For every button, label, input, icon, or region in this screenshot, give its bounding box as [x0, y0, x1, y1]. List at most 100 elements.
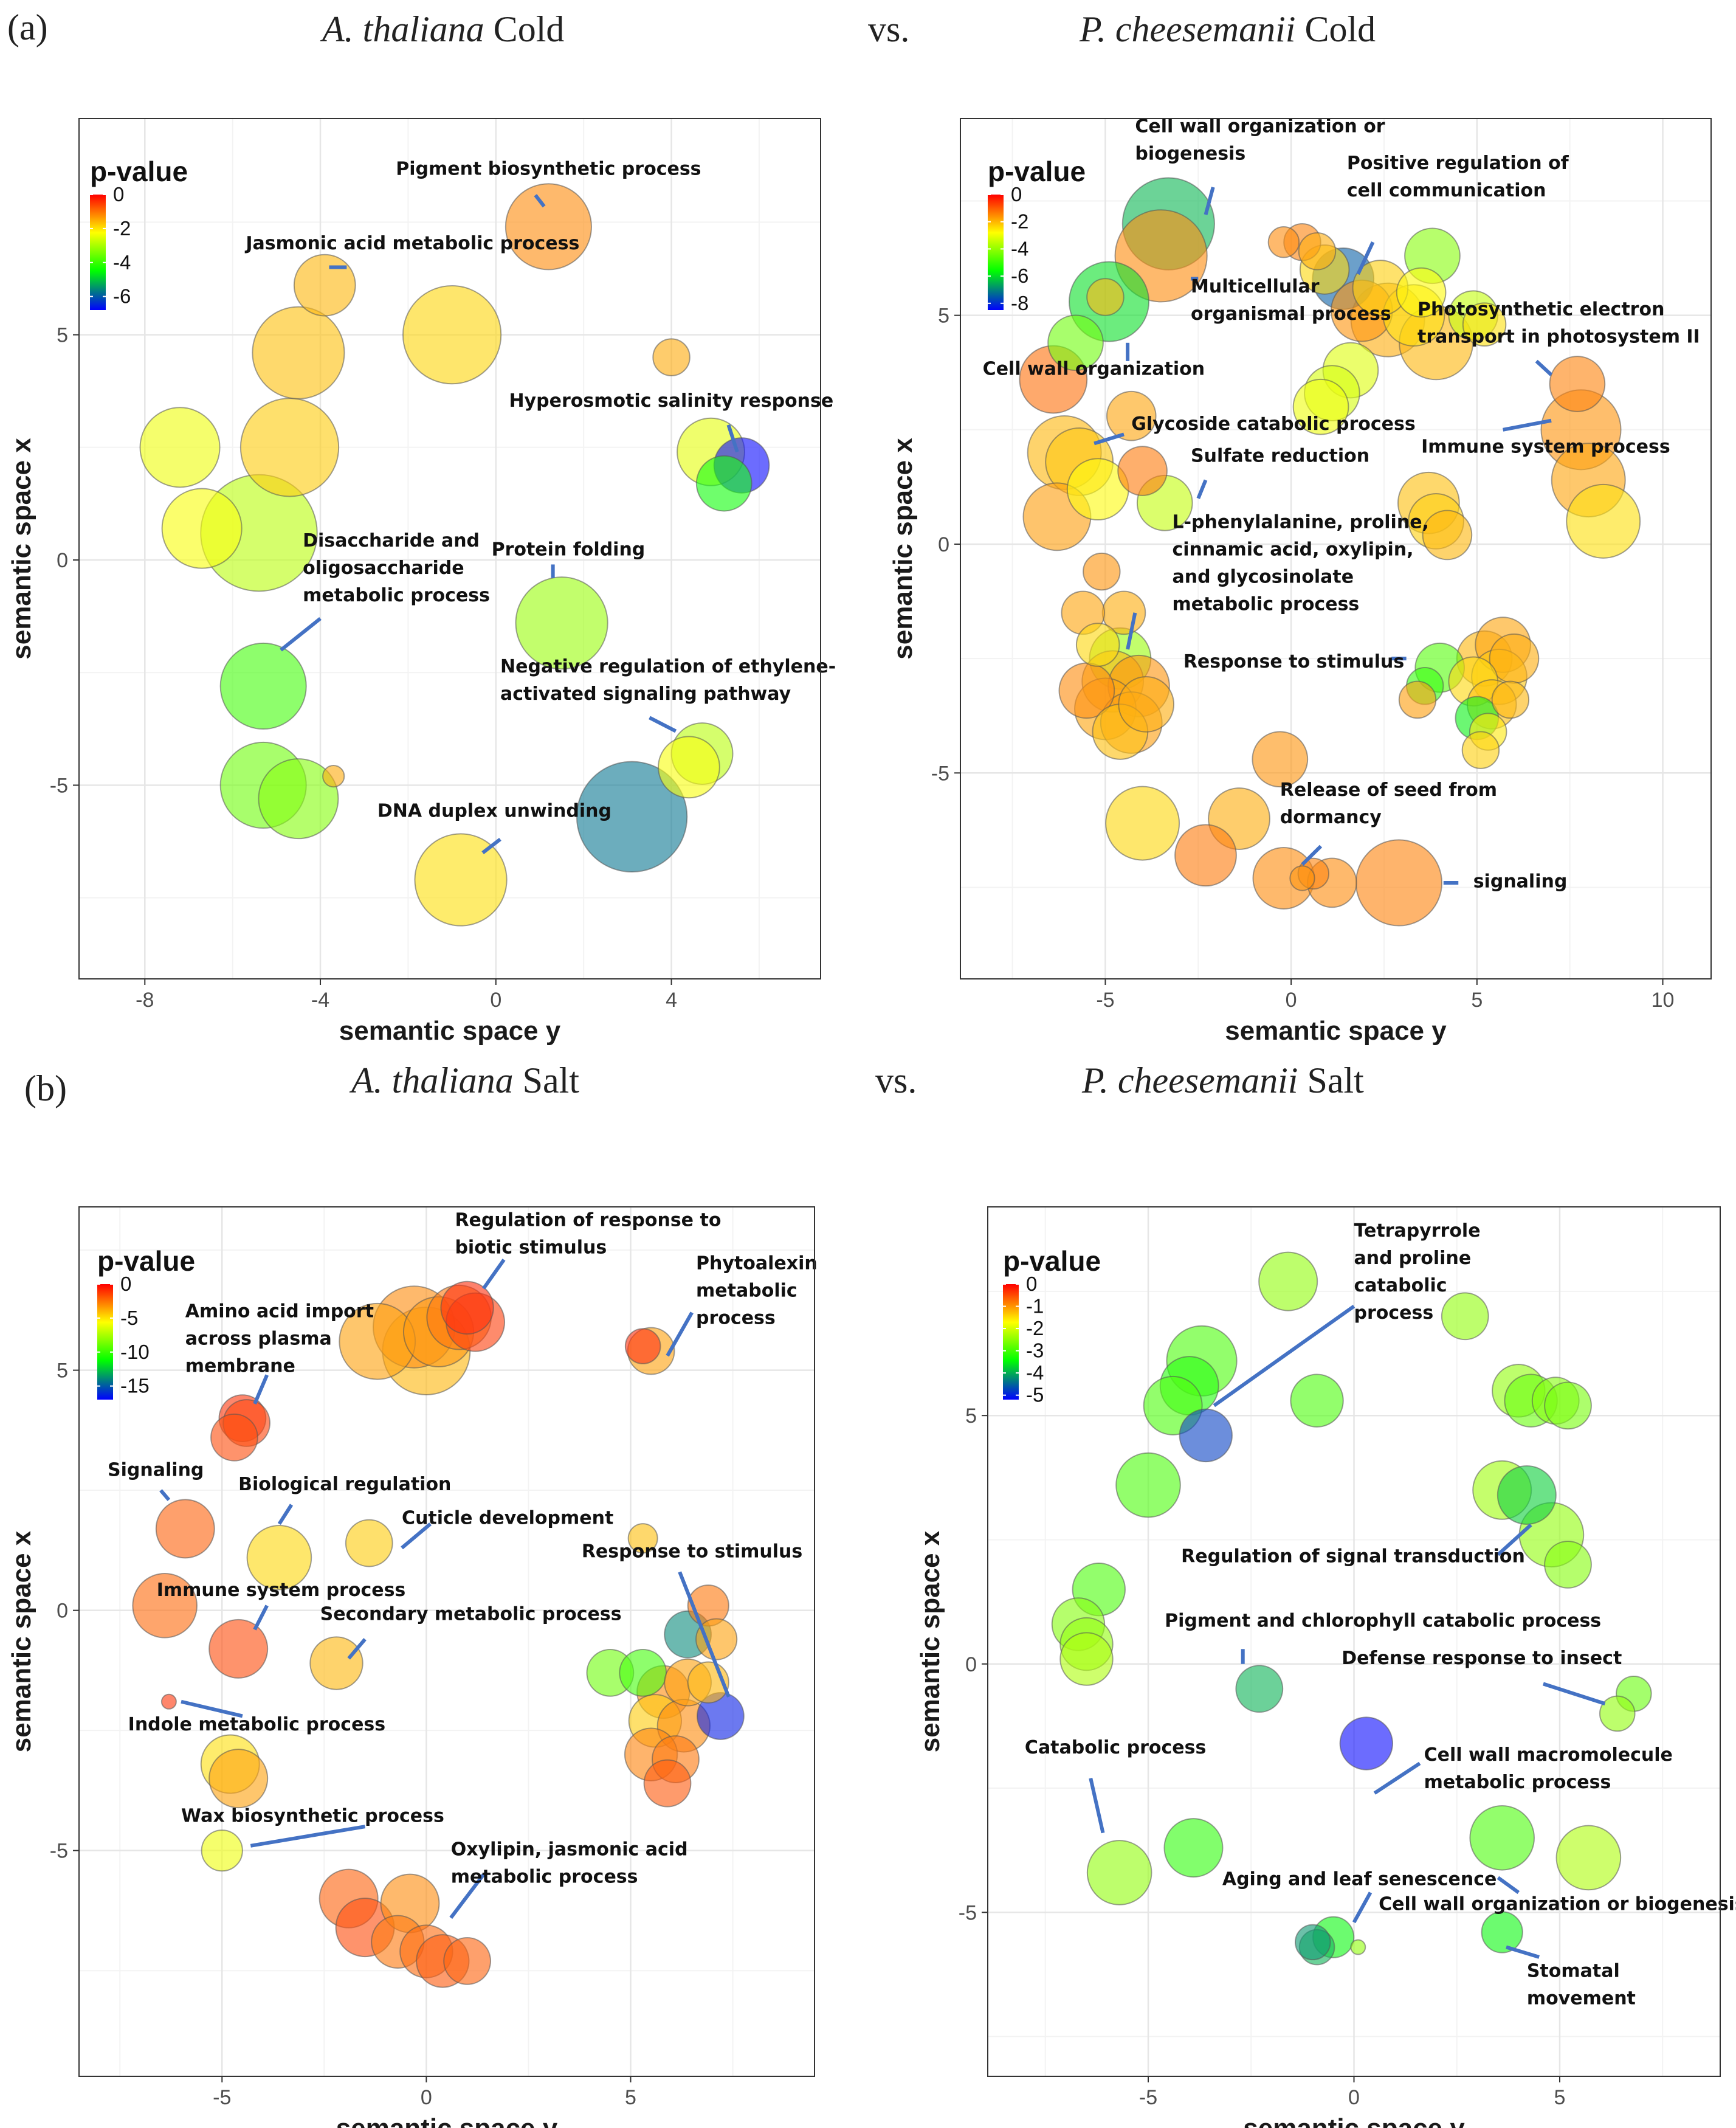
annotation-line: Regulation of signal transduction: [1181, 1546, 1525, 1567]
annotation-line: and glycosinolate: [1172, 567, 1354, 588]
bubble-point: [505, 183, 592, 271]
bubble-point: [414, 833, 508, 927]
y-tick-label: 0: [57, 1600, 68, 1623]
x-tick-label: 0: [490, 989, 501, 1012]
axis-ticks: -5 0 5 10 -5 0 5: [931, 305, 1675, 1012]
annotation-line: Glycoside catabolic process: [1131, 413, 1415, 435]
annotation-label: Cell wall organization or biogenesis: [1379, 1893, 1736, 1915]
annotation-line: biogenesis: [1135, 143, 1245, 165]
p1-chart: Pigment biosynthetic process Jasmonic aci…: [7, 118, 836, 1046]
legend-colorbar: [97, 1284, 113, 1400]
bubble-point: [201, 1829, 243, 1872]
plot-border: [960, 118, 1712, 979]
annotation-line: Cuticle development: [402, 1507, 613, 1529]
annotation-line: Cell wall organization: [983, 358, 1205, 379]
bubble-point: [1441, 1292, 1489, 1341]
bubble-point: [1599, 1695, 1636, 1732]
annotation-line: Response to stimulus: [582, 1541, 802, 1563]
y-axis-label: semantic space x: [888, 438, 918, 660]
x-tick-label: -5: [213, 2086, 231, 2109]
annotation-label: Glycoside catabolic process: [1131, 413, 1415, 435]
bubble-point: [1350, 1939, 1366, 1955]
bubble-point: [1086, 278, 1125, 316]
plots: Pigment biosynthetic process Jasmonic aci…: [7, 116, 1736, 2128]
bubble-point: [1469, 1805, 1535, 1871]
annotation-leader-line: [678, 1571, 731, 1698]
annotation-label: Photosynthetic electron transport in phot…: [1417, 299, 1700, 348]
annotation-label: Phytoalexin metabolic process: [696, 1253, 818, 1329]
x-tick-label: 5: [625, 2086, 636, 2109]
annotation-label: Indole metabolic process: [128, 1714, 385, 1735]
bubble-point: [155, 1499, 215, 1559]
annotation-leader-line: [1196, 479, 1208, 499]
x-tick-label: 5: [1554, 2086, 1566, 2109]
legend-tick-label: -4: [1026, 1361, 1044, 1384]
annotation-label: Multicellular organismal process: [1191, 276, 1391, 325]
bubble-point: [139, 407, 221, 488]
annotation-label: Immune system process: [157, 1580, 406, 1601]
annotation-label: Protein folding: [492, 539, 646, 561]
annotation-leader-line: [1204, 187, 1215, 215]
bubble-point: [515, 576, 608, 670]
bubble-point: [1106, 390, 1157, 441]
x-tick-label: 0: [1286, 989, 1297, 1012]
bubbles: [1019, 177, 1641, 927]
annotation-leader-line: [1542, 1682, 1606, 1705]
bubble-point: [1105, 786, 1180, 861]
bubble-point: [1549, 356, 1606, 412]
bubble-point: [1083, 552, 1121, 591]
annotation-label: DNA duplex unwinding: [377, 800, 611, 821]
annotation-line: metabolic process: [1172, 594, 1359, 615]
x-tick-label: 4: [666, 989, 677, 1012]
y-tick-label: 0: [965, 1653, 977, 1676]
annotation-leader-line: [649, 716, 677, 733]
annotation-leader-line: [1352, 1891, 1373, 1924]
panel-a-right-title: P. cheesemanii Cold: [1079, 9, 1376, 49]
bubble-point: [1481, 1911, 1523, 1954]
annotation-line: catabolic: [1354, 1275, 1447, 1296]
annotation-line: Cell wall organization or biogenesis: [1379, 1893, 1736, 1915]
annotation-line: and proline: [1354, 1248, 1472, 1269]
annotation-label: Release of seed from dormancy: [1280, 779, 1497, 828]
legend-tick-label: -15: [120, 1375, 150, 1397]
y-tick-label: 0: [938, 533, 949, 556]
annotation-leader-line: [1373, 1761, 1421, 1795]
bubble-point: [1252, 731, 1309, 788]
bubble-point: [652, 338, 691, 376]
annotation-line: Cell wall macromolecule: [1424, 1744, 1673, 1766]
annotation-line: Multicellular: [1191, 276, 1320, 297]
annotation-label: Response to stimulus: [582, 1541, 802, 1563]
annotation-line: Regulation of response to: [455, 1210, 721, 1231]
legend-tick-label: -8: [1011, 292, 1028, 314]
annotation-label: Response to stimulus: [1183, 651, 1404, 672]
annotation-label: Hyperosmotic salinity response: [509, 390, 833, 412]
annotation-leader-line: [726, 424, 739, 453]
annotation-line: Photosynthetic electron: [1417, 299, 1664, 320]
annotation-line: Sulfate reduction: [1191, 445, 1369, 466]
panel-b-right-title: P. cheesemanii Salt: [1081, 1060, 1364, 1100]
bubble-point: [1047, 314, 1104, 371]
bubble-point: [402, 285, 502, 385]
legend-tick-label: 0: [120, 1273, 131, 1295]
bubble-point: [208, 1618, 269, 1679]
annotation-line: L-phenylalanine, proline,: [1172, 512, 1428, 533]
y-tick-label: 5: [965, 1404, 977, 1428]
annotation-line: Secondary metabolic process: [320, 1603, 622, 1625]
annotation-line: Negative regulation of ethylene-: [500, 656, 836, 677]
annotation-label: Secondary metabolic process: [320, 1603, 622, 1625]
annotation-label: Sulfate reduction: [1191, 445, 1369, 466]
annotation-label: Disaccharide and oligosaccharide metabolic…: [303, 530, 490, 606]
annotation-line: Phytoalexin: [696, 1253, 818, 1274]
annotation-line: metabolic process: [303, 585, 490, 606]
bubble-point: [1258, 1251, 1318, 1311]
annotation-line: Indole metabolic process: [128, 1714, 385, 1735]
legend-colorbar: [90, 195, 106, 310]
annotation-leader-line: [1506, 1945, 1540, 1959]
bubble-point: [443, 1936, 492, 1985]
bubble-point: [1290, 1373, 1344, 1428]
bubble-point: [252, 306, 345, 399]
bubble-point: [1292, 378, 1349, 435]
x-tick-label: -5: [1096, 989, 1114, 1012]
